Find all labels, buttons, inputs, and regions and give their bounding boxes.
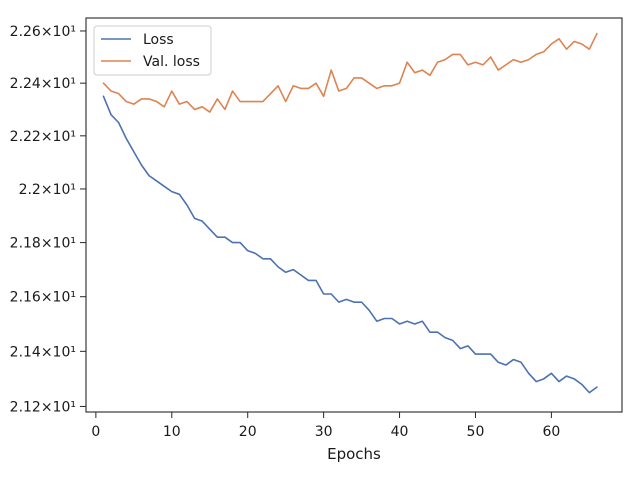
x-tick-label: 60 [542, 424, 560, 440]
y-tick-label: 2.16×10¹ [10, 290, 76, 306]
plot-content [102, 32, 598, 394]
x-tick-label: 50 [467, 424, 485, 440]
y-tick-label: 2.18×10¹ [10, 236, 76, 252]
y-tick-label: 2.2×10¹ [19, 182, 76, 198]
y-axis: 2.12×10¹ 2.14×10¹ 2.16×10¹ 2.18×10¹ 2.2×10¹ 2… [10, 24, 86, 415]
legend-label-val-loss: Val. loss [143, 54, 200, 70]
x-axis-label: Epochs [327, 445, 381, 463]
x-tick-label: 10 [163, 424, 181, 440]
y-tick-label: 2.26×10¹ [10, 24, 76, 40]
legend-label-loss: Loss [143, 32, 174, 48]
series-line-val-loss [102, 32, 598, 113]
x-tick-label: 0 [91, 424, 100, 440]
axes-frame [85, 17, 623, 413]
series-line-loss [102, 95, 598, 394]
y-tick-label: 2.12×10¹ [10, 399, 76, 415]
y-tick-label: 2.22×10¹ [10, 129, 76, 145]
x-axis: 0 10 20 30 40 50 60 [91, 412, 560, 440]
y-tick-label: 2.14×10¹ [10, 344, 76, 360]
x-tick-label: 30 [315, 424, 333, 440]
legend: Loss Val. loss [93, 25, 212, 76]
x-tick-label: 20 [239, 424, 257, 440]
y-tick-label: 2.24×10¹ [10, 76, 76, 92]
x-tick-label: 40 [391, 424, 409, 440]
